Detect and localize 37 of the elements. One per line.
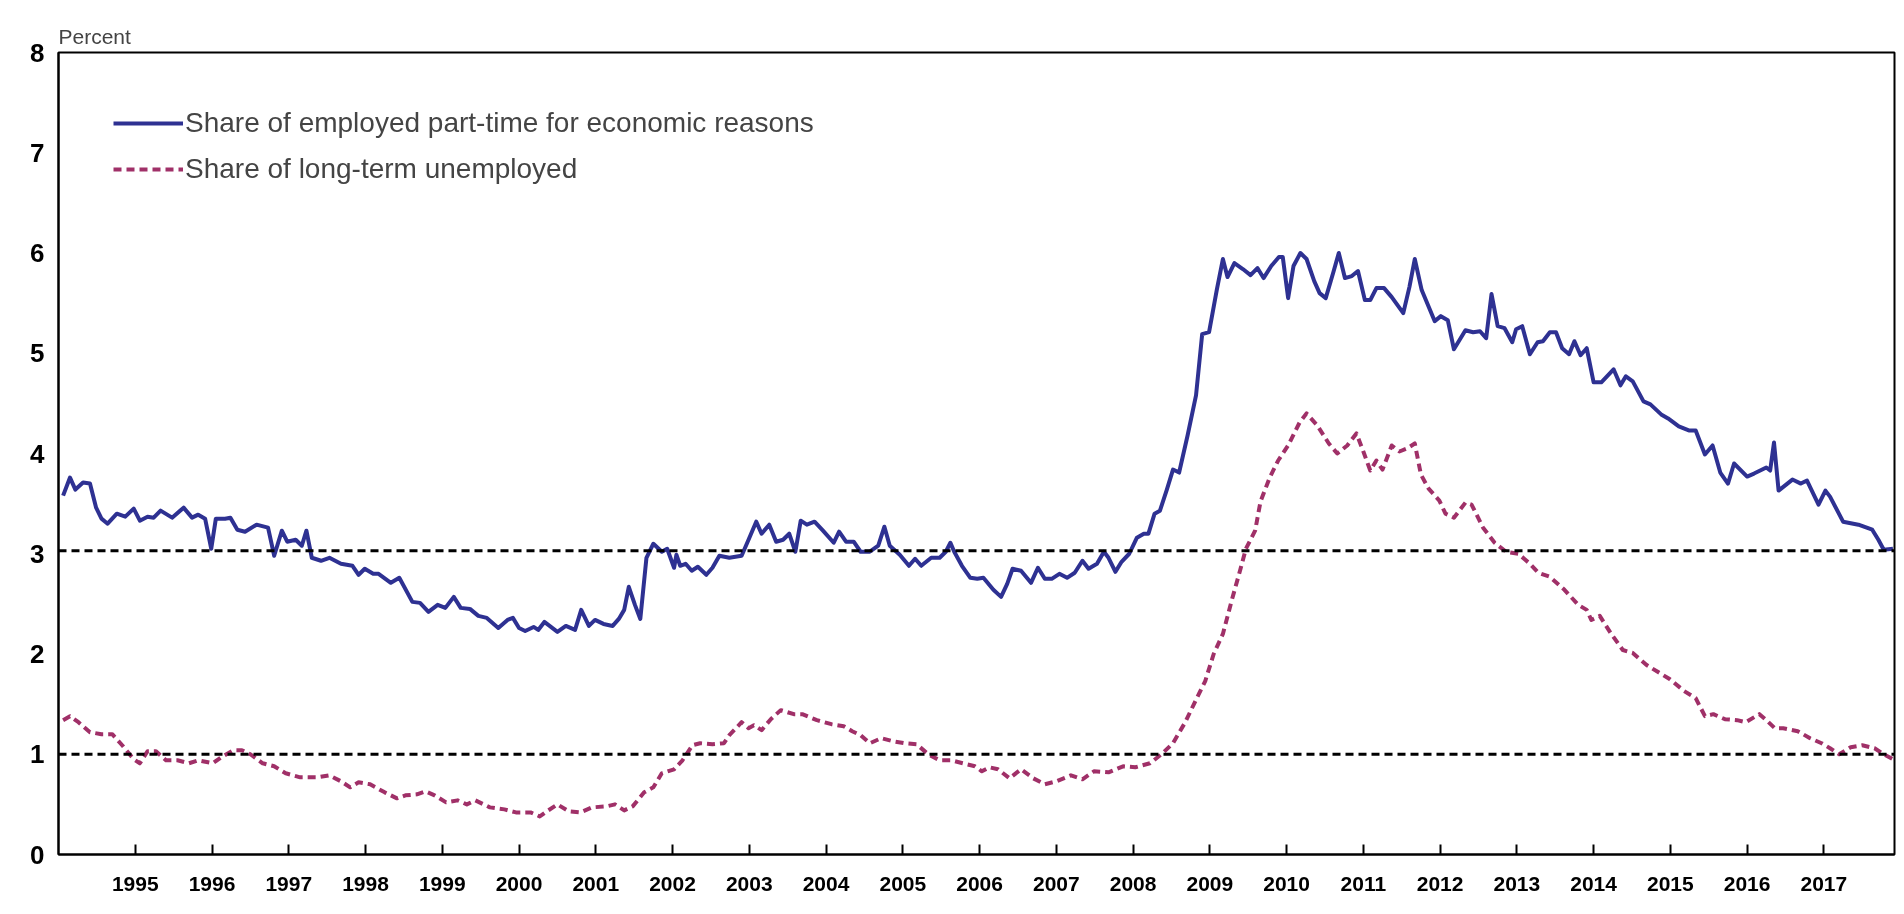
x-tick-label: 2001 [572, 871, 620, 895]
y-tick-label: 0 [30, 839, 45, 870]
x-tick-label: 2004 [802, 871, 850, 895]
x-tick-label: 2003 [725, 871, 773, 895]
y-tick-label: 5 [30, 338, 45, 369]
y-tick-label: 7 [30, 137, 45, 168]
x-tick-label: 2012 [1416, 871, 1464, 895]
x-tick-label: 2011 [1340, 871, 1387, 895]
y-tick-label: 6 [30, 238, 45, 268]
x-tick-label: 2013 [1493, 871, 1541, 895]
x-tick-label: 2009 [1186, 871, 1234, 895]
x-tick-label: 1996 [188, 871, 236, 895]
x-tick-label: 1997 [265, 871, 313, 895]
x-tick-label: 2015 [1647, 871, 1695, 895]
line-series [61, 411, 1895, 819]
y-tick-label: 1 [30, 739, 45, 770]
x-tick-label: 2006 [956, 871, 1003, 895]
x-tick-label: 2016 [1723, 871, 1771, 895]
y-axis-title: Percent [58, 24, 132, 48]
y-tick-label: 8 [30, 37, 45, 68]
x-tick-label: 2010 [1263, 871, 1310, 895]
x-tick-label: 1998 [342, 871, 390, 895]
x-tick-label: 2005 [879, 871, 927, 895]
x-tick-label: 2014 [1570, 871, 1618, 895]
x-tick-label: 1999 [418, 871, 466, 895]
legend-label: Share of employed part-time for economic reasons [185, 107, 814, 139]
legend-label: Share of long-term unemployed [185, 153, 578, 185]
x-tick-label: 2000 [495, 871, 543, 895]
x-tick-label: 2017 [1800, 871, 1848, 895]
y-tick-label: 4 [30, 438, 46, 469]
x-tick-label: 2008 [1109, 871, 1157, 895]
y-tick-label: 2 [30, 639, 45, 669]
line-series [61, 251, 1895, 634]
x-tick-label: 2007 [1032, 871, 1080, 895]
x-tick-label: 1995 [111, 871, 159, 895]
y-tick-label: 3 [30, 538, 45, 569]
x-tick-label: 2002 [649, 871, 696, 895]
